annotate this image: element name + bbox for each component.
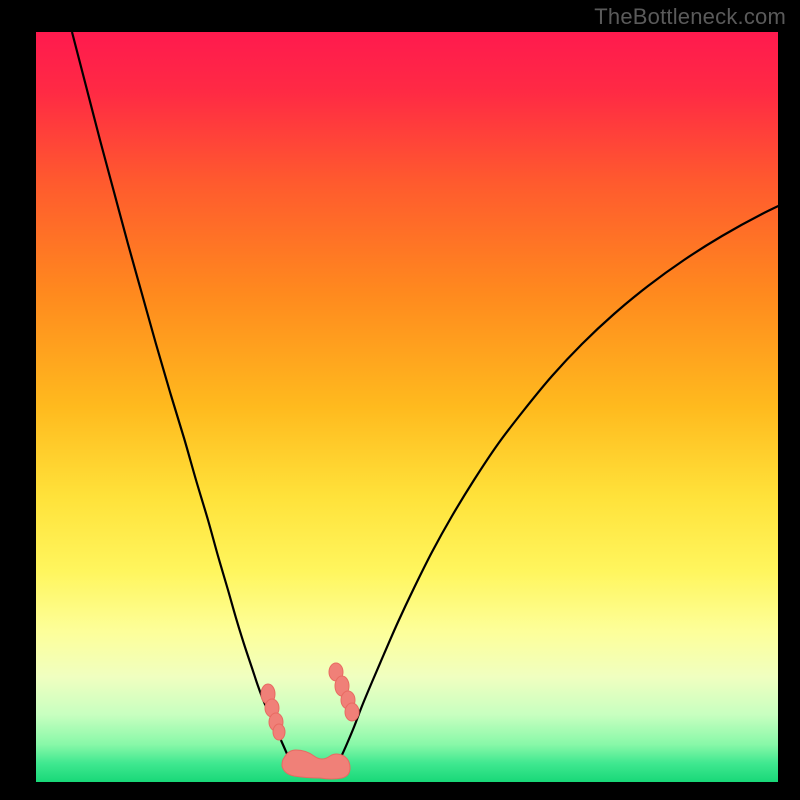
right-curve (334, 189, 800, 772)
node-blob (273, 724, 285, 740)
node-blob (345, 703, 359, 721)
plot-area (36, 32, 778, 782)
curve-layer (36, 32, 778, 782)
node-blobs (261, 663, 359, 740)
left-curve (72, 32, 296, 772)
watermark-text: TheBottleneck.com (594, 4, 786, 30)
bottom-blob (282, 750, 350, 779)
